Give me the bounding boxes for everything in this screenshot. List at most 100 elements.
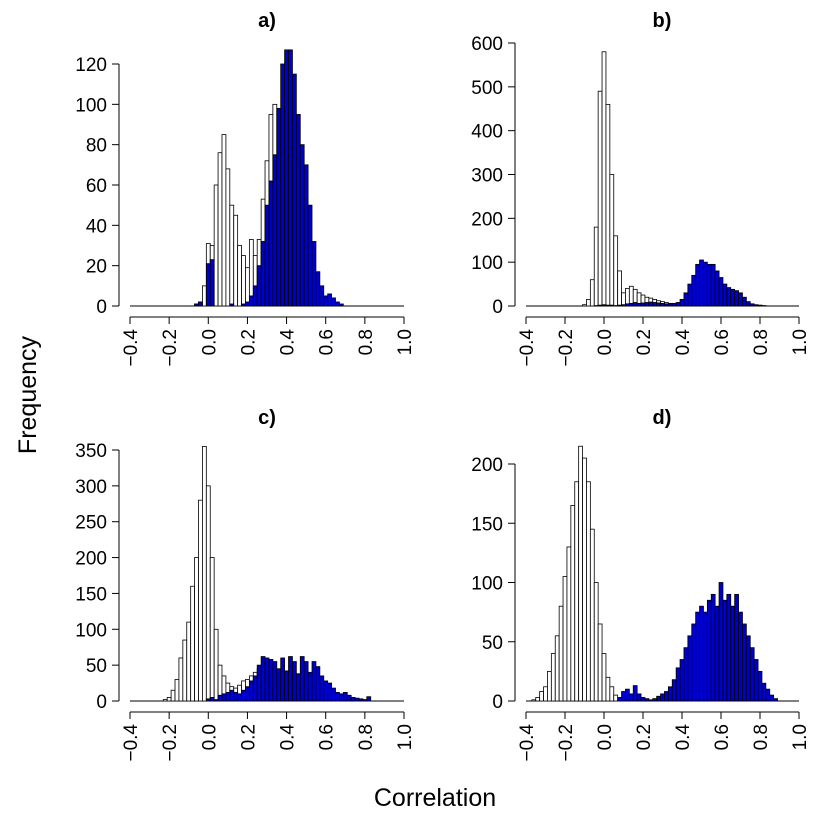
histogram-bar [706, 599, 712, 702]
x-tick-label: 0.0 [199, 329, 220, 355]
histogram-bar [675, 667, 681, 702]
histogram-bar [547, 670, 552, 702]
histogram-bar [761, 682, 767, 702]
histogram-bar [621, 304, 626, 307]
series-blue [617, 582, 778, 702]
histogram-bar [307, 671, 313, 702]
x-tick-label: 0.0 [595, 329, 616, 355]
histogram-bar [205, 698, 211, 702]
panels: 0 20 40 60 80 100 120 −0.4 −0.2 0.0 0.2 0.4 0.6 0.8 1.… [75, 10, 811, 762]
histogram-bar [683, 292, 689, 307]
histogram-bar [241, 689, 246, 702]
histogram-bar [597, 304, 603, 307]
series-white [162, 446, 266, 702]
panel-title: d) [653, 407, 672, 429]
histogram-bar [675, 302, 681, 307]
histogram-bar [742, 623, 747, 702]
histogram-bar [703, 261, 708, 307]
histogram-bar [303, 661, 309, 702]
histogram-bar [209, 557, 215, 702]
panel-1: 0 100 200 300 400 500 600 −0.4 −0.2 0.0 0.2 0.4 0.6 0… [471, 10, 811, 367]
histogram-bar [664, 303, 669, 307]
histogram-bar [252, 675, 258, 702]
histogram-bar [586, 299, 591, 307]
x-tick-label: 0.4 [673, 724, 694, 751]
x-tick-label: 1.0 [395, 329, 416, 355]
histogram-bar [248, 680, 254, 702]
histogram-bar [699, 259, 704, 307]
histogram-bar [687, 635, 693, 702]
histogram-bar [730, 605, 736, 702]
histogram-bar [617, 304, 622, 307]
histogram-bar [225, 691, 231, 702]
histogram-bar [714, 270, 720, 307]
x-tick-label: 0.2 [238, 724, 259, 750]
histogram-bar [667, 686, 673, 702]
x-tick-label: 0.4 [673, 329, 694, 356]
histogram-bar [229, 689, 235, 702]
histogram-bar [256, 664, 262, 702]
series-white [531, 445, 619, 702]
histogram-bar [178, 657, 184, 702]
histogram-bar [194, 303, 199, 307]
x-tick-label: 0.8 [751, 724, 772, 750]
histogram-bar [621, 691, 626, 702]
histogram-bar [276, 668, 282, 702]
histogram-bar [276, 107, 282, 307]
histogram-bar [170, 689, 176, 702]
panel-3: 0 50 100 150 200 −0.4 −0.2 0.0 0.2 0.4 0.6 0.8 1.0 d) [471, 407, 811, 762]
histogram-bar [578, 445, 583, 702]
histogram-bar [574, 481, 580, 702]
histogram-bar [636, 693, 642, 702]
histogram-bar [679, 659, 685, 702]
x-tick-label: −0.2 [160, 724, 181, 762]
y-tick-label: 100 [75, 620, 107, 641]
x-tick-label: 1.0 [790, 329, 811, 355]
histogram-bar [531, 699, 537, 702]
histogram-bar [245, 301, 250, 307]
histogram-bar [605, 304, 611, 307]
histogram-bar [217, 152, 223, 307]
histogram-bar [718, 277, 724, 307]
histogram-bar [749, 303, 755, 307]
histogram-bar [613, 694, 619, 702]
histogram-bar [699, 605, 704, 702]
y-tick-label: 300 [471, 166, 503, 187]
histogram-bar [566, 546, 572, 702]
histogram-bar [248, 295, 254, 307]
histogram-bar [636, 302, 642, 307]
histogram-bar [753, 304, 759, 307]
histogram-bar [593, 226, 599, 307]
histogram-bar [738, 292, 743, 307]
y-tick-label: 100 [471, 574, 503, 595]
histogram-bar [327, 682, 332, 702]
histogram-bar [632, 685, 638, 702]
histogram-bar [773, 698, 778, 702]
y-tick-label: 40 [86, 216, 107, 237]
histogram-bar [311, 241, 317, 307]
y-tick-label: 120 [75, 55, 107, 76]
histogram-bar [710, 263, 716, 307]
histogram-bar [640, 302, 646, 307]
histogram-bar [346, 694, 352, 702]
histogram-bar [769, 694, 775, 702]
histogram-bar [753, 659, 759, 702]
series-blue [194, 49, 344, 307]
x-tick-label: −0.4 [121, 724, 142, 762]
y-tick-label: 300 [75, 477, 107, 498]
histogram-bar [706, 263, 712, 307]
histogram-bar [209, 259, 215, 307]
histogram-bar [327, 293, 332, 307]
histogram-bar [198, 499, 203, 702]
x-tick-label: 0.0 [595, 724, 616, 750]
histogram-bar [589, 279, 595, 307]
histogram-bar [213, 699, 219, 702]
histogram-bar [714, 605, 720, 702]
histogram-bar [601, 653, 607, 702]
histogram-bar [225, 168, 231, 307]
histogram-bar [710, 593, 716, 702]
histogram-bar [205, 485, 211, 702]
histogram-bar [190, 585, 195, 702]
histogram-bar [734, 290, 739, 307]
